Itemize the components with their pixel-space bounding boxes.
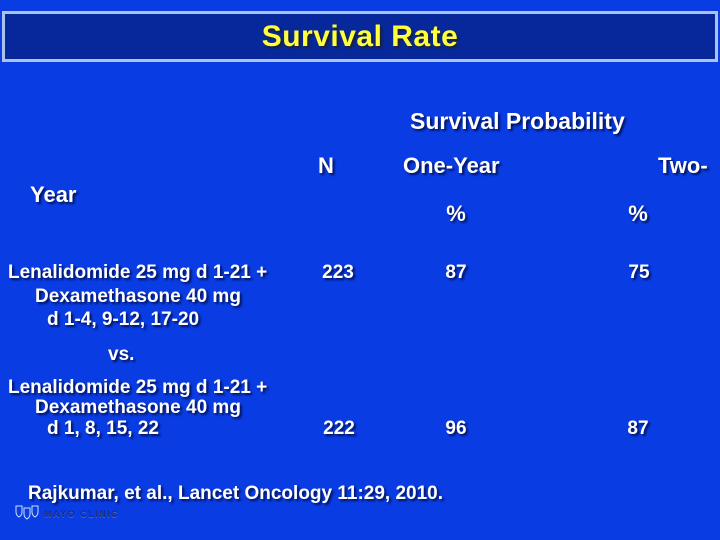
- row2-two-year-value: 87: [627, 418, 649, 439]
- table-heading: Survival Probability: [410, 108, 625, 134]
- row2-label-line1: Lenalidomide 25 mg d 1-21 +: [8, 377, 268, 398]
- slide-title: Survival Rate: [261, 19, 459, 53]
- column-header-one-year: One-Year: [403, 153, 500, 178]
- row1-n-value: 223: [322, 262, 354, 283]
- percent-label-one-year: %: [446, 201, 466, 226]
- citation-text: Rajkumar, et al., Lancet Oncology 11:29,…: [28, 483, 444, 504]
- row1-label-line2: Dexamethasone 40 mg: [35, 286, 241, 307]
- mayo-logo-text: MAYO CLINIC: [44, 509, 120, 519]
- mayo-shields-icon: [15, 505, 39, 520]
- title-banner: Survival Rate: [2, 11, 718, 62]
- column-header-year-wrapped: Year: [30, 182, 77, 207]
- row1-one-year-value: 87: [445, 262, 467, 283]
- row1-label-line1: Lenalidomide 25 mg d 1-21 +: [8, 262, 268, 283]
- row2-one-year-value: 96: [445, 418, 467, 439]
- row2-n-value: 222: [323, 418, 355, 439]
- column-header-n: N: [318, 153, 334, 178]
- percent-label-two-year: %: [628, 201, 648, 226]
- row1-two-year-value: 75: [628, 262, 650, 283]
- vs-separator: vs.: [108, 344, 135, 365]
- row1-label-line3: d 1-4, 9-12, 17-20: [47, 309, 200, 330]
- row2-label-line3: d 1, 8, 15, 22: [47, 418, 159, 439]
- mayo-clinic-logo: MAYO CLINIC: [15, 503, 119, 525]
- row2-label-line2: Dexamethasone 40 mg: [35, 397, 241, 418]
- column-header-two-year-partial: Two-: [658, 153, 708, 178]
